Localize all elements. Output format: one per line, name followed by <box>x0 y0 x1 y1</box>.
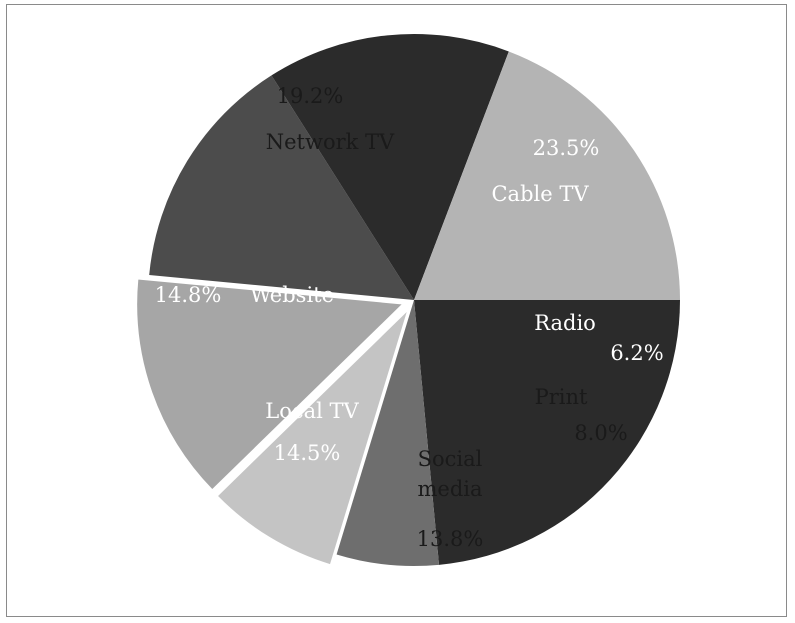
pie-slice-website <box>271 34 509 301</box>
slice-label: Network TV <box>266 130 395 154</box>
slice-value-label: 6.2% <box>610 341 663 365</box>
pie-slice-radio <box>336 300 440 566</box>
pie-slices <box>136 34 680 566</box>
slice-value-label: 8.0% <box>574 421 627 445</box>
slice-value-label: 14.5% <box>274 441 341 465</box>
slice-label: Cable TV <box>491 182 589 206</box>
pie-slice-social-media <box>136 278 404 491</box>
slice-value-label: 23.5% <box>533 136 600 160</box>
slice-label: Social media <box>417 447 482 501</box>
slice-label: Radio <box>534 311 596 335</box>
pie-slice-print <box>216 309 409 566</box>
slice-label: Website <box>250 283 334 307</box>
pie-slice-network-tv <box>414 51 680 300</box>
slice-value-label: 13.8% <box>417 527 484 551</box>
slice-label: Local TV <box>265 399 359 423</box>
slice-value-label: 19.2% <box>277 84 344 108</box>
pie-slice-local-tv <box>149 75 414 300</box>
slice-label: Print <box>535 385 588 409</box>
pie-slice-cable-tv <box>414 300 680 565</box>
slice-value-label: 14.8% <box>155 283 222 307</box>
pie-labels: Cable TV 23.5% Radio 6.2% Print 8.0% Social med… <box>155 84 664 551</box>
